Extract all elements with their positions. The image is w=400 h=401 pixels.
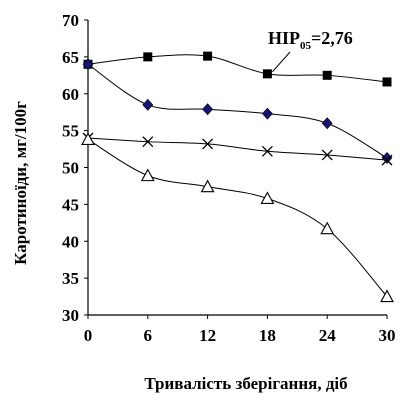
y-tick-label: 60: [62, 85, 79, 104]
x-tick-label: 0: [84, 326, 93, 345]
lsd-annotation: HIP05=2,76: [268, 28, 353, 73]
y-axis-label: Каротиноїди, мг/100г: [11, 101, 30, 265]
lsd-annotation-main: HIP: [268, 28, 300, 48]
x-tick-label: 24: [319, 326, 337, 345]
series-lines: [87, 54, 388, 297]
series-2-point: [82, 58, 94, 71]
series-4-point: [200, 179, 215, 193]
x-tick-label: 18: [259, 326, 276, 345]
x-tick-label: 12: [199, 326, 216, 345]
series-1-point: [382, 77, 392, 87]
series-2-point: [321, 117, 333, 130]
series-1-line: [87, 54, 388, 83]
series-2-line: [87, 63, 388, 159]
series-4-point: [320, 221, 335, 235]
series-4-point: [260, 191, 275, 205]
series-1-point: [262, 69, 272, 79]
y-tick-label: 40: [62, 232, 79, 251]
y-tick-label: 30: [62, 306, 79, 325]
y-ticks: 30 35 40 45 50 55 60 65 70: [62, 11, 88, 325]
x-ticks: 0 6 12 18 24 30: [84, 315, 396, 345]
series-4-line: [87, 139, 388, 297]
x-tick-label: 30: [379, 326, 396, 345]
series-2-point: [261, 107, 273, 120]
lsd-annotation-value: =2,76: [311, 28, 353, 48]
series-3-point: [142, 136, 154, 148]
lsd-annotation-subscript: 05: [300, 40, 312, 52]
y-tick-label: 50: [62, 159, 79, 178]
series-3-point: [381, 154, 393, 166]
series-3-point: [261, 145, 273, 157]
axes: [87, 20, 387, 316]
series-1-point: [203, 51, 213, 61]
series-4-point: [81, 132, 95, 146]
y-tick-label: 70: [62, 11, 79, 30]
series-3-line: [87, 137, 388, 161]
x-tick-label: 6: [144, 326, 153, 345]
series-4-point: [140, 168, 155, 182]
y-tick-label: 65: [62, 48, 79, 67]
series-3-point: [202, 138, 214, 150]
lsd-annotation-leader: [272, 51, 291, 73]
series-4-point: [380, 289, 394, 303]
series-2-point: [381, 151, 393, 164]
series-1-point: [322, 70, 332, 80]
x-axis-label: Тривалість зберігання, діб: [144, 374, 347, 393]
y-tick-label: 45: [62, 195, 79, 214]
y-tick-label: 55: [62, 122, 79, 141]
series-2-point: [142, 98, 154, 111]
series-1-point: [143, 52, 153, 62]
svg-text:HIP05=2,76: HIP05=2,76: [268, 28, 353, 52]
series-markers: [81, 51, 394, 303]
series-2-point: [202, 103, 214, 116]
series-3-point: [321, 149, 333, 161]
y-tick-label: 35: [62, 269, 79, 288]
